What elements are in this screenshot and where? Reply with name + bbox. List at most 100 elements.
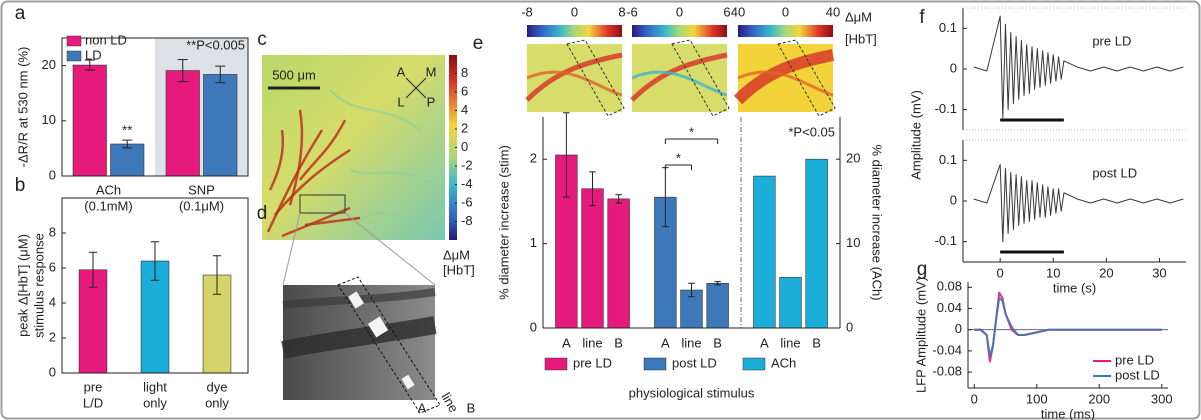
colorbar-tick-label: -8 — [461, 213, 473, 228]
colorbar-label: [HbT] — [443, 262, 475, 277]
y-tick-label: 0 — [950, 60, 957, 75]
series-line — [974, 164, 1184, 241]
colorbar-tick-label: 0 — [571, 4, 578, 19]
y-tick-label: 0.1 — [939, 152, 957, 167]
y-tick-label: 20 — [846, 151, 860, 166]
roi-label: A — [418, 400, 427, 415]
colorbar-tick-label: -4 — [461, 176, 473, 191]
trace-label: pre LD — [1092, 34, 1131, 49]
orientation-label: L — [397, 94, 404, 109]
y-tick-label: 0 — [530, 319, 537, 334]
x-axis-label: physiological stimulus — [629, 385, 755, 400]
y-axis-label: peak Δ[HbT] (μM) — [15, 234, 30, 337]
y-tick-label: 0 — [846, 319, 853, 334]
y-tick-label: 0.08 — [937, 279, 962, 294]
colorbar-label: ΔμM — [845, 9, 872, 24]
y2-axis-label: % diameter increase (ACh) — [870, 144, 885, 300]
colorbar-tick-label: -2 — [461, 157, 473, 172]
legend-label: ACh — [771, 355, 796, 370]
colorbar-tick-label: 0 — [676, 4, 683, 19]
y-axis-label: LFP Amplitude (mV) — [913, 277, 928, 393]
x-tick-label: 20 — [1099, 265, 1113, 280]
y-tick-label: 8 — [49, 224, 56, 239]
colorbar — [632, 25, 727, 37]
bar — [707, 283, 729, 328]
y-tick-label: -0.04 — [932, 342, 962, 357]
x-tick-label: only — [205, 395, 229, 410]
y-tick-label: 0 — [955, 321, 962, 336]
x-tick-label: L/D — [83, 395, 103, 410]
colorbar — [527, 25, 622, 37]
y-tick-label: 0.1 — [939, 20, 957, 35]
x-tick-label: line — [681, 335, 701, 350]
colorbar-tick-label: -6 — [461, 194, 473, 209]
y-axis-label: -ΔR/R at 530 nm (%) — [15, 47, 30, 168]
orientation-label: M — [426, 64, 437, 79]
y-tick-label: 1 — [530, 235, 537, 250]
annotation: * — [676, 150, 681, 165]
colorbar-tick-label: 40 — [731, 4, 745, 19]
legend-label: non LD — [85, 32, 127, 47]
bar — [111, 144, 144, 176]
y-tick-label: 6 — [49, 259, 56, 274]
bar — [806, 159, 828, 328]
legend-label: LD — [85, 47, 102, 62]
map-image — [262, 55, 445, 240]
orientation-label: P — [427, 94, 436, 109]
bar — [582, 189, 604, 328]
y-tick-label: 2 — [49, 329, 56, 344]
annotation: ** — [122, 123, 132, 138]
colorbar-tick-label: 2 — [461, 120, 468, 135]
legend-swatch — [743, 358, 765, 370]
legend-swatch — [67, 51, 81, 61]
legend-swatch — [67, 36, 81, 46]
x-tick-label: B — [713, 335, 722, 350]
trace-label: post LD — [1092, 166, 1137, 181]
roi-label: B — [467, 400, 476, 415]
y-axis-label: stimulus response — [31, 233, 46, 338]
colorbar-tick-label: 0 — [461, 139, 468, 154]
panel-letter: a — [15, 3, 26, 24]
x-tick-label: 0 — [997, 265, 1004, 280]
y-tick-label: -0.1 — [935, 101, 957, 116]
panel-letter: c — [257, 29, 267, 50]
x-tick-label: line — [780, 335, 800, 350]
y-tick-label: 0 — [49, 167, 56, 182]
y-tick-label: 2 — [530, 151, 537, 166]
x-tick-label: B — [812, 335, 821, 350]
colorbar-label: ΔμM — [443, 247, 470, 262]
colorbar-tick-label: 8 — [461, 65, 468, 80]
x-tick-label: SNP — [188, 182, 215, 197]
page: {"chart_data": [ {"type": "bar", "panel"… — [0, 0, 1201, 420]
colorbar — [738, 25, 833, 37]
y-tick-label: -0.1 — [935, 233, 957, 248]
panel-letter: d — [257, 203, 268, 224]
x-tick-label: 10 — [1046, 265, 1060, 280]
x-tick-label: light — [143, 379, 167, 394]
colorbar-label: [HbT] — [845, 31, 877, 46]
x-tick-label: A — [661, 335, 670, 350]
y-tick-label: 4 — [49, 294, 56, 309]
x-tick-label: line — [582, 335, 602, 350]
x-tick-label: A — [760, 335, 769, 350]
colorbar-tick-label: -6 — [626, 4, 638, 19]
colorbar-tick-label: 8 — [618, 4, 625, 19]
x-tick-label: 100 — [1026, 391, 1048, 406]
colorbar-tick-label: 4 — [461, 102, 468, 117]
bar — [166, 71, 199, 176]
x-tick-label: A — [562, 335, 571, 350]
bar — [608, 199, 630, 328]
x-axis-label: time (s) — [1053, 280, 1096, 295]
y-axis-label: % diameter increase (stim) — [496, 145, 511, 300]
legend-label: post LD — [1115, 367, 1160, 382]
bar — [753, 176, 775, 328]
bar — [204, 74, 237, 176]
colorbar-tick-label: 6 — [461, 83, 468, 98]
colorbar-tick-label: 0 — [782, 4, 789, 19]
annotation: * — [689, 124, 694, 139]
y-tick-label: 20 — [42, 57, 56, 72]
panel-letter: f — [919, 7, 925, 28]
y-axis-label: Amplitude (mV) — [908, 90, 923, 180]
colorbar-tick-label: 6 — [723, 4, 730, 19]
annotation: **P<0.005 — [186, 37, 245, 52]
